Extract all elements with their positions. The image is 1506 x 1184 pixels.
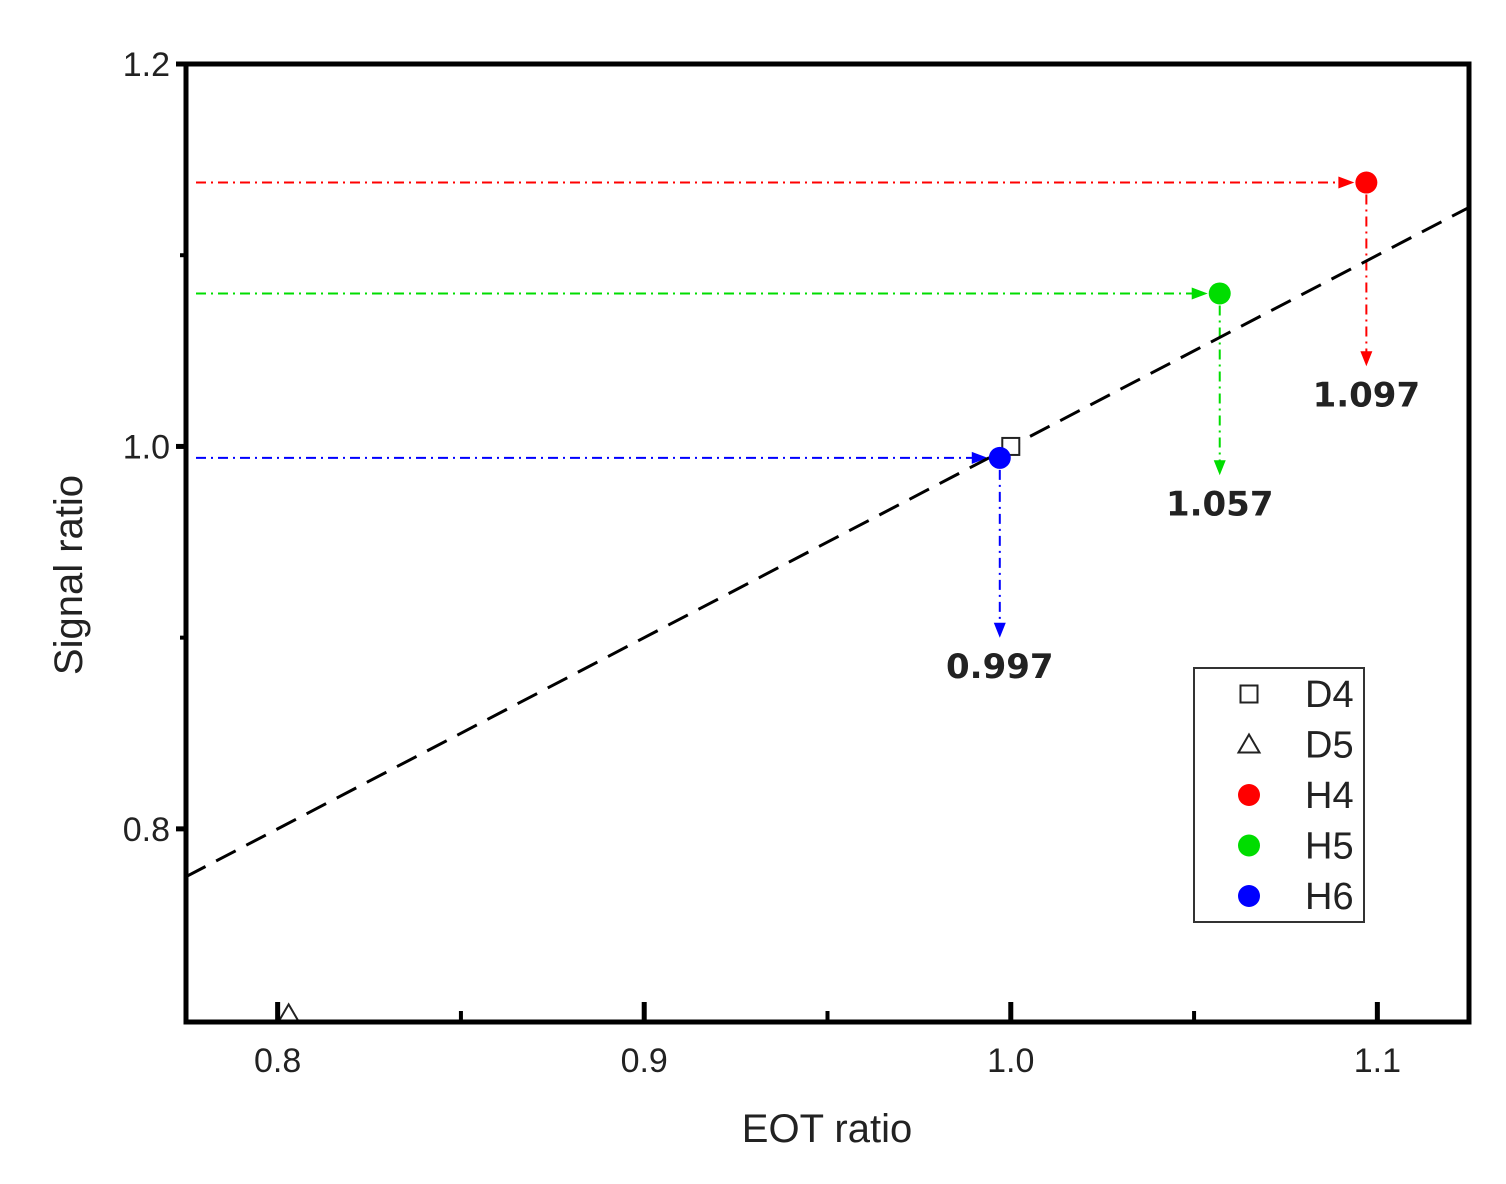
x-tick-label: 1.1 bbox=[1354, 1042, 1401, 1080]
legend-marker-h6 bbox=[1238, 885, 1260, 907]
legend-label-h5: H5 bbox=[1305, 826, 1354, 868]
data-points bbox=[276, 171, 1378, 1024]
legend-label-h6: H6 bbox=[1305, 876, 1354, 918]
guide-arrows bbox=[196, 176, 1373, 638]
x-tick-label: 0.8 bbox=[254, 1042, 301, 1080]
axis-ticks: 0.8 0.9 1.0 1.1 0.8 1.0 1.2 bbox=[123, 46, 1401, 1080]
legend-label-d4: D4 bbox=[1305, 674, 1354, 716]
fit-line bbox=[186, 206, 1469, 879]
v-arrowhead-h6 bbox=[993, 622, 1006, 638]
h-arrowhead-h6 bbox=[971, 451, 988, 464]
value-label-h5: 1.057 bbox=[1166, 484, 1274, 524]
legend-label-d5: D5 bbox=[1305, 725, 1354, 767]
point-h4 bbox=[1355, 171, 1378, 194]
x-tick-label: 0.9 bbox=[621, 1042, 668, 1080]
fit-line-group bbox=[186, 206, 1469, 879]
y-tick-label: 1.2 bbox=[123, 46, 170, 84]
point-h6 bbox=[988, 446, 1011, 469]
value-label-h4: 1.097 bbox=[1313, 375, 1421, 415]
point-h5 bbox=[1208, 282, 1231, 305]
value-label-h6: 0.997 bbox=[946, 647, 1054, 687]
y-tick-label: 1.0 bbox=[123, 428, 170, 466]
h-arrowhead-h5 bbox=[1191, 287, 1208, 300]
y-tick-label: 0.8 bbox=[123, 811, 170, 849]
x-axis-title: EOT ratio bbox=[742, 1107, 912, 1151]
x-tick-label: 1.0 bbox=[987, 1042, 1034, 1080]
v-arrowhead-h4 bbox=[1360, 351, 1373, 367]
legend-label-h4: H4 bbox=[1305, 775, 1354, 817]
legend-box bbox=[1193, 667, 1365, 923]
y-axis-title: Signal ratio bbox=[47, 475, 91, 675]
legend-marker-h5 bbox=[1238, 834, 1260, 857]
value-annotations: 1.097 1.057 0.997 bbox=[946, 375, 1420, 687]
legend-marker-d4 bbox=[1239, 684, 1259, 704]
legend-marker-d5 bbox=[1236, 732, 1262, 754]
legend-marker-h4 bbox=[1238, 784, 1260, 806]
legend: D4 D5 H4 H5 H6 bbox=[1193, 667, 1365, 923]
h-arrowhead-h4 bbox=[1338, 176, 1355, 189]
v-arrowhead-h5 bbox=[1213, 460, 1226, 476]
